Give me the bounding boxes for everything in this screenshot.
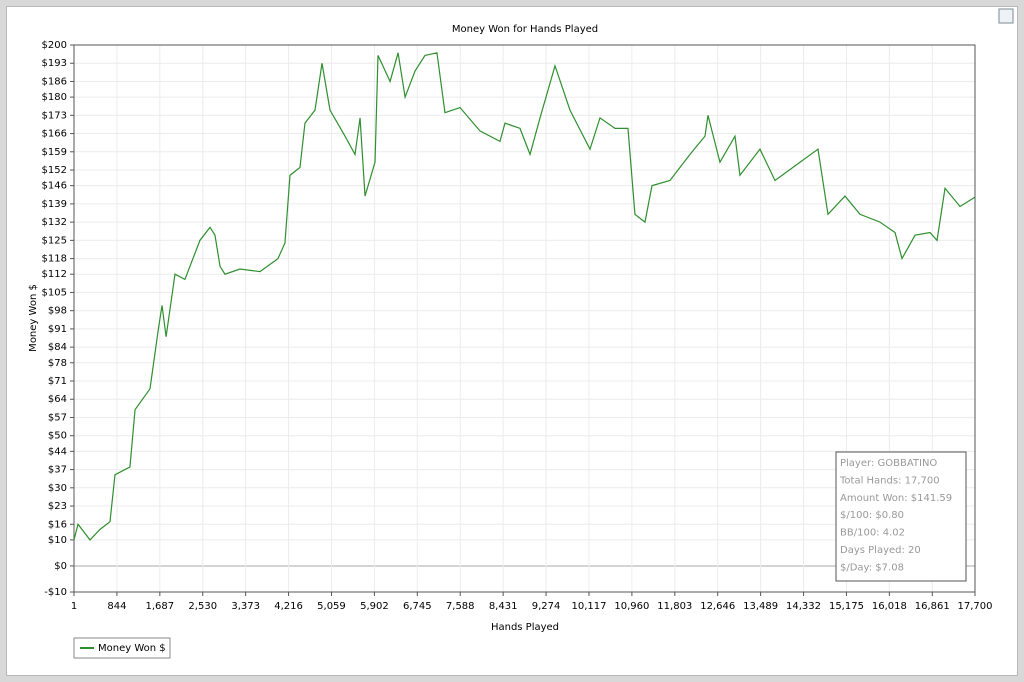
y-tick-label: $166 — [42, 129, 67, 140]
x-tick-label: 844 — [107, 601, 126, 612]
x-tick-label: 12,646 — [700, 601, 735, 612]
y-tick-label: $64 — [48, 394, 67, 405]
info-line: Amount Won: $141.59 — [840, 493, 952, 504]
y-tick-label: $173 — [42, 110, 67, 121]
y-tick-label: $98 — [48, 306, 67, 317]
info-line: BB/100: 4.02 — [840, 528, 905, 539]
data-line — [73, 52, 976, 541]
x-tick-label: 1 — [71, 601, 77, 612]
legend-box — [73, 637, 171, 659]
y-tick-label: $57 — [48, 412, 67, 423]
chart-title: Money Won for Hands Played — [452, 24, 598, 35]
y-tick-label: $91 — [48, 324, 67, 335]
y-tick-label: -$10 — [44, 587, 67, 598]
y-tick-label: $44 — [48, 446, 67, 457]
y-tick-label: $84 — [48, 342, 67, 353]
x-tick-label: 5,902 — [360, 601, 389, 612]
info-line: Total Hands: 17,700 — [839, 475, 940, 486]
x-tick-label: 2,530 — [188, 601, 217, 612]
x-tick-label: 10,960 — [614, 601, 649, 612]
y-tick-label: $125 — [42, 235, 67, 246]
x-tick-label: 1,687 — [146, 601, 175, 612]
x-tick-label: 10,117 — [571, 601, 606, 612]
zoom-button[interactable] — [998, 8, 1014, 24]
y-tick-label: $132 — [42, 217, 67, 228]
info-line: $/100: $0.80 — [840, 510, 904, 521]
x-tick-label: 16,861 — [915, 601, 950, 612]
x-tick-label: 15,175 — [829, 601, 864, 612]
y-tick-label: $16 — [48, 519, 67, 530]
info-line: Days Played: 20 — [840, 545, 921, 556]
x-tick-label: 7,588 — [446, 601, 475, 612]
y-tick-label: $152 — [42, 165, 67, 176]
x-tick-label: 17,700 — [958, 601, 993, 612]
x-tick-label: 3,373 — [231, 601, 260, 612]
x-tick-label: 11,803 — [657, 601, 692, 612]
y-tick-label: $105 — [42, 287, 67, 298]
x-tick-label: 16,018 — [872, 601, 907, 612]
y-tick-label: $23 — [48, 501, 67, 512]
y-tick-label: $193 — [42, 58, 67, 69]
y-tick-label: $71 — [48, 376, 67, 387]
info-box: Player: GOBBATINO Total Hands: 17,700 Amou… — [835, 451, 967, 582]
y-tick-label: $159 — [42, 147, 67, 158]
y-tick-label: $139 — [42, 199, 67, 210]
info-box-frame — [835, 451, 967, 582]
y-axis-label: Money Won $ — [28, 284, 39, 352]
x-axis-label: Hands Played — [491, 622, 559, 633]
y-tick-label: $180 — [42, 92, 67, 103]
plot-border — [73, 44, 976, 593]
y-tick-label: $37 — [48, 465, 67, 476]
y-tick-label: $186 — [42, 76, 67, 87]
x-tick-label: 6,745 — [403, 601, 432, 612]
y-tick-label: $0 — [54, 561, 67, 572]
x-tick-label: 9,274 — [532, 601, 561, 612]
x-tick-label: 5,059 — [317, 601, 346, 612]
x-tick-label: 14,332 — [786, 601, 821, 612]
y-tick-label: $112 — [42, 269, 67, 280]
info-line: $/Day: $7.08 — [840, 562, 904, 573]
x-tick-label: 4,216 — [274, 601, 303, 612]
y-tick-label: $30 — [48, 483, 67, 494]
y-tick-label: $78 — [48, 358, 67, 369]
x-tick-label: 13,489 — [743, 601, 778, 612]
x-tick-label: 8,431 — [489, 601, 518, 612]
y-tick-label: $200 — [42, 40, 67, 51]
info-line: Player: GOBBATINO — [840, 458, 937, 469]
y-tick-label: $10 — [48, 535, 67, 546]
legend-label: Money Won $ — [98, 643, 166, 654]
y-tick-label: $146 — [42, 181, 67, 192]
y-tick-label: $118 — [42, 254, 67, 265]
y-tick-label: $50 — [48, 431, 67, 442]
